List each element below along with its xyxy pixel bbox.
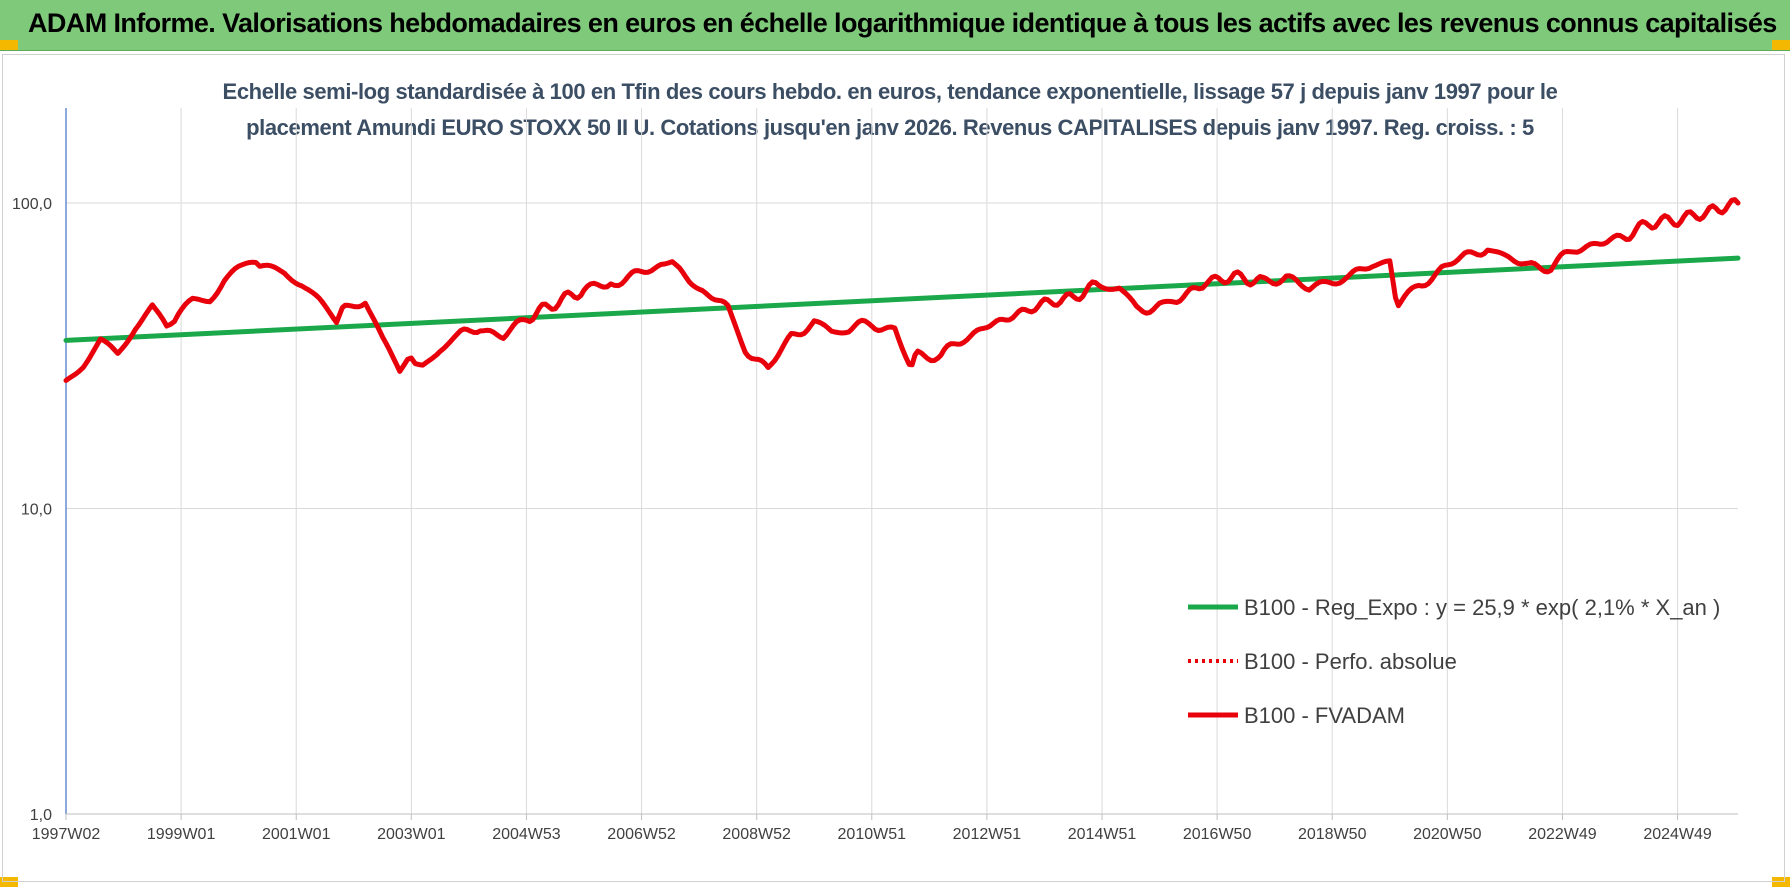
x-tick-label: 2022W49	[1528, 826, 1597, 843]
x-tick-label: 2006W52	[607, 826, 676, 843]
corner-marker-bottom-left	[0, 877, 18, 887]
y-tick-label: 1,0	[30, 807, 52, 824]
x-tick-label: 2001W01	[262, 826, 331, 843]
corner-marker-bottom-right	[1772, 877, 1790, 887]
tick-labels: 1997W02 1999W01 2001W01 2003W01 2004W53 2006W…	[12, 196, 1712, 843]
chart-title-line-2: placement Amundi EURO STOXX 50 II U. Cot…	[246, 115, 1534, 140]
legend: B100 - Reg_Expo : y = 25,9 * exp( 2,1% *…	[1188, 595, 1720, 728]
x-tick-label: 2014W51	[1068, 826, 1137, 843]
series-line-0	[63, 255, 1741, 343]
corner-marker-top-right	[1772, 40, 1790, 50]
x-tick-label: 2003W01	[377, 826, 446, 843]
x-tick-label: 2016W50	[1183, 826, 1252, 843]
x-tick-label: 2008W52	[722, 826, 791, 843]
axes	[65, 108, 1738, 820]
x-tick-label: 2012W51	[953, 826, 1022, 843]
legend-label-2: B100 - FVADAM	[1244, 703, 1405, 728]
x-tick-label: 2018W50	[1298, 826, 1367, 843]
report-title: ADAM Informe. Valorisations hebdomadaire…	[28, 8, 1777, 38]
chart-title-line-1: Echelle semi-log standardisée à 100 en T…	[222, 79, 1558, 104]
x-tick-label: 2020W50	[1413, 826, 1482, 843]
chart-frame	[2, 54, 1785, 882]
series-line-2	[63, 197, 1741, 383]
x-tick-label: 1999W01	[147, 826, 216, 843]
series-lines	[63, 197, 1741, 383]
y-tick-label: 100,0	[12, 196, 52, 213]
chart-title: Echelle semi-log standardisée à 100 en T…	[180, 74, 1600, 146]
title-banner: ADAM Informe. Valorisations hebdomadaire…	[0, 0, 1790, 51]
y-tick-label: 10,0	[21, 502, 52, 519]
x-tick-label: 2024W49	[1643, 826, 1712, 843]
grid-lines	[65, 108, 1738, 815]
corner-marker-top-left	[0, 40, 18, 50]
x-tick-label: 2010W51	[838, 826, 907, 843]
legend-label-1: B100 - Perfo. absolue	[1244, 649, 1457, 674]
x-tick-label: 1997W02	[32, 826, 101, 843]
x-tick-label: 2004W53	[492, 826, 561, 843]
legend-label-0: B100 - Reg_Expo : y = 25,9 * exp( 2,1% *…	[1244, 595, 1720, 620]
